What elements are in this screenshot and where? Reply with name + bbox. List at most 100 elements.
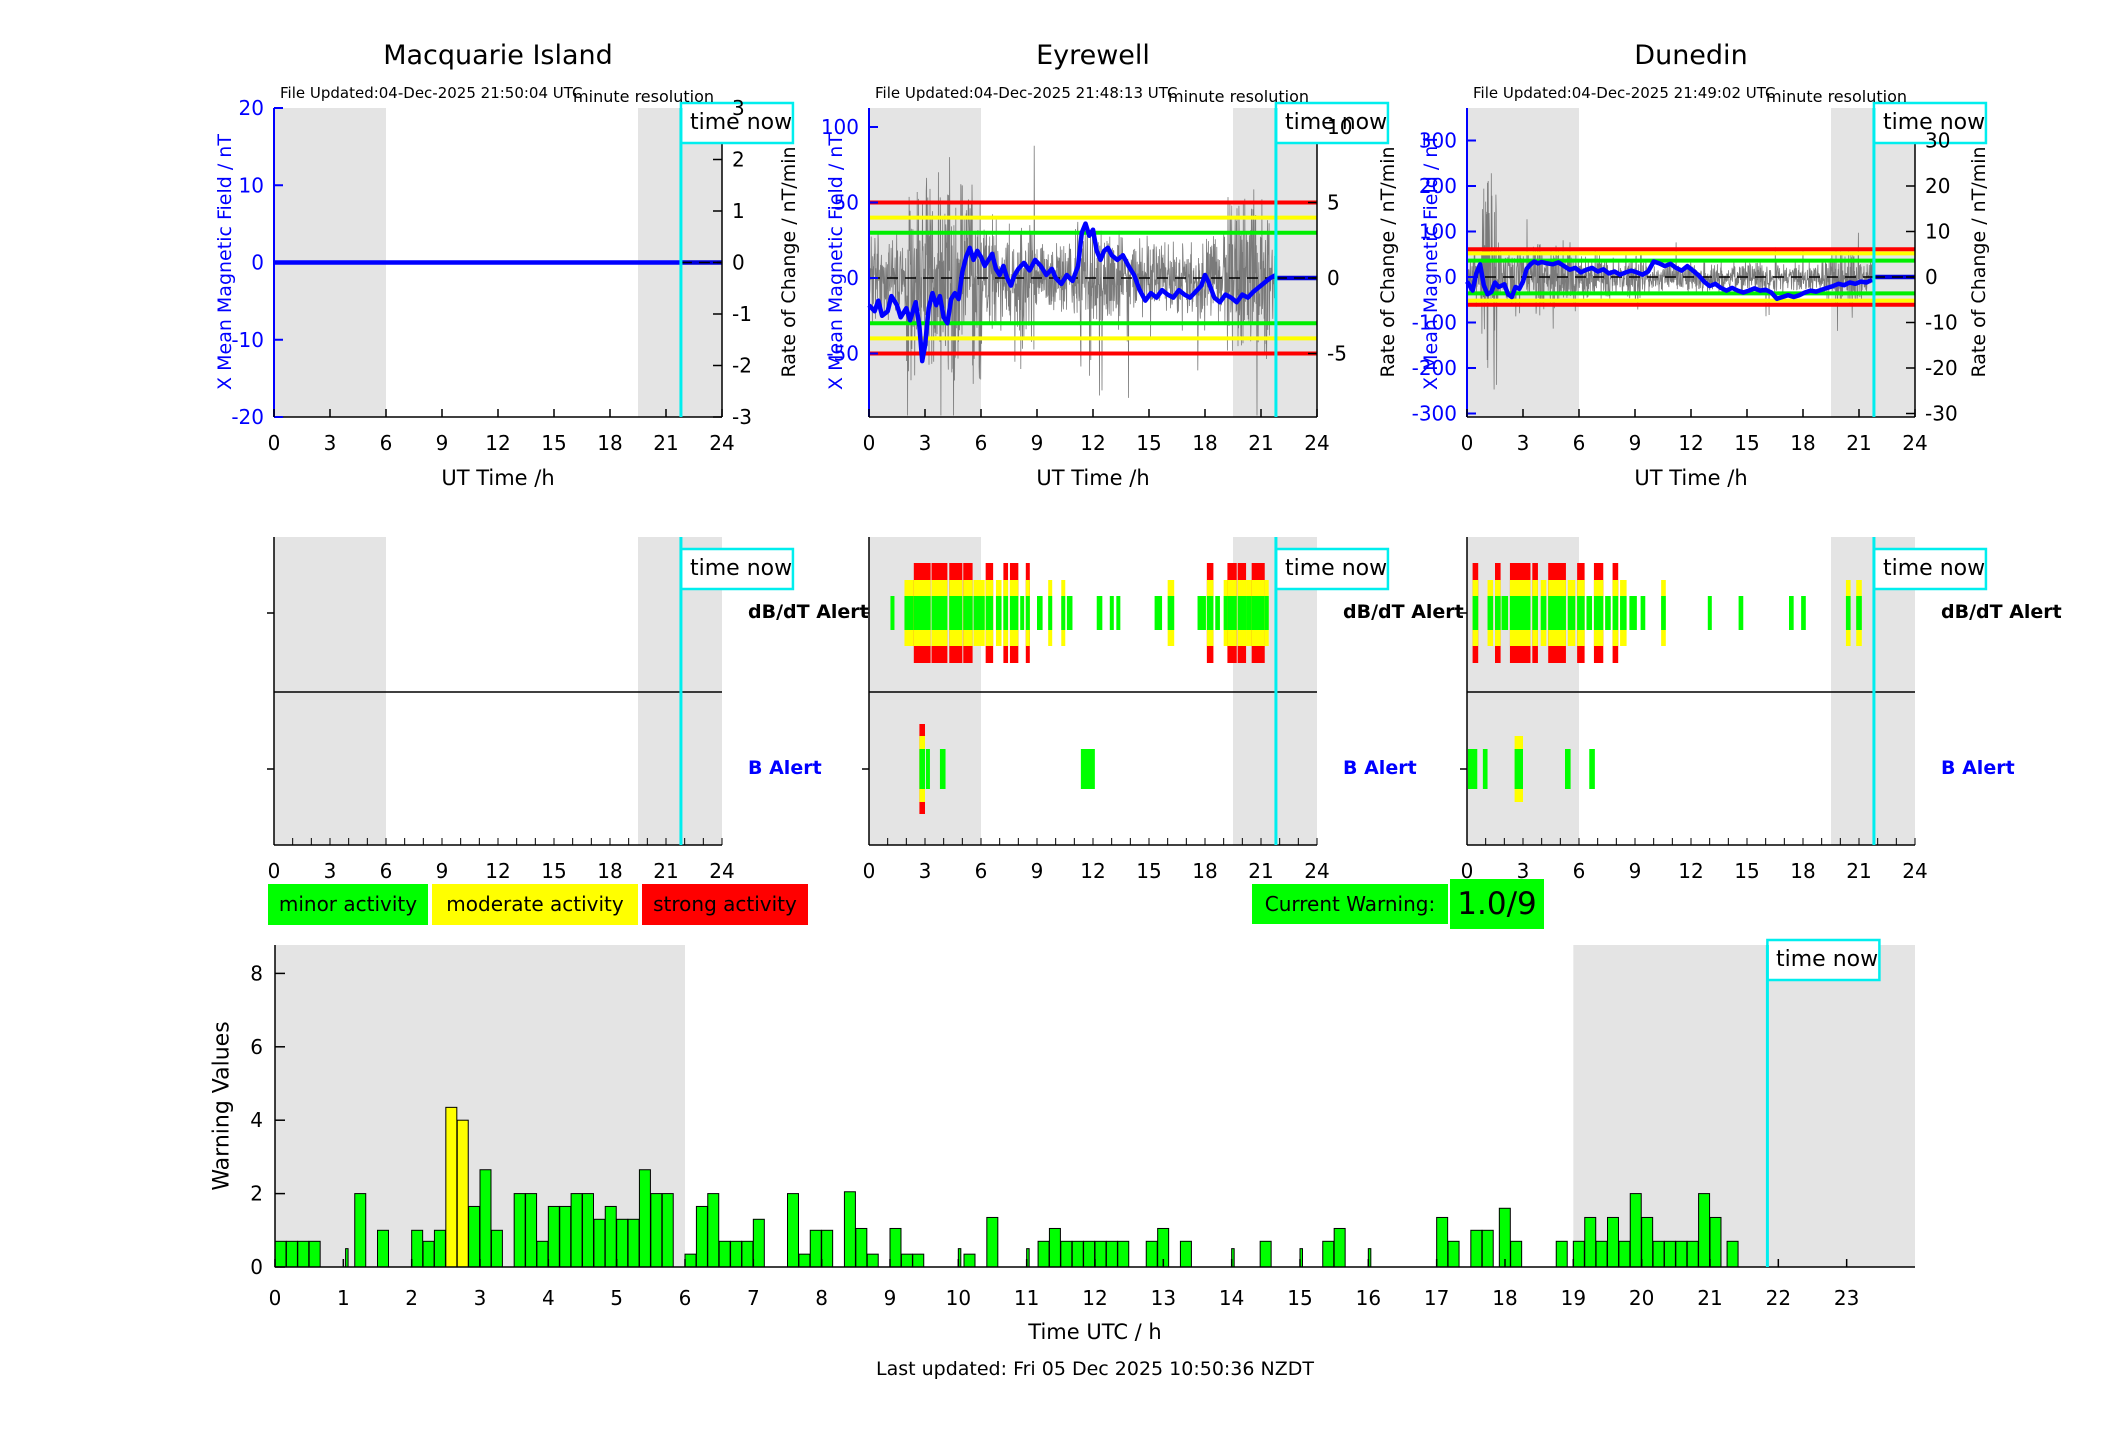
rate-of-change-noise-trace bbox=[1466, 173, 1874, 390]
svg-text:3: 3 bbox=[919, 859, 932, 883]
warning-value-bar bbox=[1145, 1240, 1158, 1268]
alert-bar-minor bbox=[1025, 596, 1030, 630]
resolution-note-eyrewell: minute resolution bbox=[1168, 87, 1309, 106]
svg-text:18: 18 bbox=[1790, 859, 1815, 883]
svg-text:-2: -2 bbox=[732, 354, 752, 378]
svg-text:-300: -300 bbox=[1412, 402, 1457, 426]
alert-bar-minor bbox=[1020, 596, 1025, 630]
alert-bar-minor bbox=[1540, 596, 1547, 630]
alert-bar-minor bbox=[1237, 596, 1247, 630]
warning-value-bar bbox=[752, 1218, 765, 1268]
alert-bar-minor bbox=[973, 596, 985, 630]
warning-value-bar bbox=[308, 1240, 321, 1268]
svg-text:0: 0 bbox=[1925, 265, 1938, 289]
alert-bar-minor bbox=[1066, 596, 1073, 630]
warning-value-bar bbox=[525, 1193, 538, 1268]
alert-bar-minor bbox=[1096, 596, 1103, 630]
warning-value-bar bbox=[1060, 1240, 1073, 1268]
alert-bar-minor bbox=[1487, 596, 1494, 630]
svg-text:2: 2 bbox=[732, 148, 745, 172]
alert-bar-minor bbox=[1845, 596, 1851, 630]
mean-field-series bbox=[867, 221, 1277, 364]
svg-text:15: 15 bbox=[1136, 431, 1161, 455]
warning-value-bar bbox=[1698, 1193, 1711, 1268]
alert-bar-minor bbox=[1567, 596, 1576, 630]
svg-text:17: 17 bbox=[1424, 1286, 1449, 1310]
warning-value-bar bbox=[1105, 1240, 1118, 1268]
svg-text:18: 18 bbox=[597, 431, 622, 455]
alert-bar-minor bbox=[1620, 596, 1627, 630]
alert-bar-minor bbox=[1116, 596, 1121, 630]
svg-text:21: 21 bbox=[653, 431, 678, 455]
svg-text:24: 24 bbox=[709, 859, 734, 883]
alert-bar-minor bbox=[904, 596, 914, 630]
warning-value-bar bbox=[1618, 1240, 1631, 1268]
svg-text:20: 20 bbox=[1629, 1286, 1654, 1310]
alert-bar-minor bbox=[1548, 596, 1566, 630]
warning-value-bar bbox=[1606, 1216, 1619, 1268]
svg-text:24: 24 bbox=[709, 431, 734, 455]
warning-value-bar bbox=[422, 1240, 435, 1268]
svg-text:8: 8 bbox=[250, 961, 263, 985]
svg-text:9: 9 bbox=[436, 859, 449, 883]
warning-value-bar bbox=[638, 1169, 651, 1268]
current-warning-label: Current Warning: bbox=[1252, 884, 1448, 924]
time-now-box-mid bbox=[1872, 547, 1988, 591]
warning-value-bar bbox=[354, 1193, 367, 1268]
svg-text:-100: -100 bbox=[1412, 311, 1457, 335]
svg-text:20: 20 bbox=[1925, 174, 1950, 198]
alert-bar-minor bbox=[1061, 596, 1066, 630]
alert-bar-minor bbox=[1048, 596, 1053, 630]
svg-text:20: 20 bbox=[239, 96, 264, 120]
svg-text:12: 12 bbox=[485, 859, 510, 883]
warning-value-bar bbox=[581, 1193, 594, 1268]
alert-bar-minor bbox=[1215, 596, 1220, 630]
svg-text:-20: -20 bbox=[231, 405, 264, 429]
svg-text:0: 0 bbox=[863, 859, 876, 883]
alert-bar-minor bbox=[1629, 596, 1637, 630]
alert-bar-minor bbox=[1509, 596, 1531, 630]
svg-text:0: 0 bbox=[250, 1255, 263, 1279]
svg-text:16: 16 bbox=[1356, 1286, 1381, 1310]
svg-text:8: 8 bbox=[815, 1286, 828, 1310]
svg-text:300: 300 bbox=[1419, 129, 1457, 153]
dbdt-alert-label-macquarie: dB/dT Alert bbox=[748, 601, 869, 623]
warning-value-bar bbox=[1510, 1240, 1523, 1268]
alert-bar-minor bbox=[949, 596, 963, 630]
svg-text:0: 0 bbox=[1461, 859, 1474, 883]
warning-value-bar bbox=[730, 1240, 743, 1268]
resolution-note-macquarie: minute resolution bbox=[573, 87, 714, 106]
svg-text:24: 24 bbox=[1902, 859, 1927, 883]
svg-text:100: 100 bbox=[821, 115, 859, 139]
warning-value-bar bbox=[1071, 1240, 1084, 1268]
station-title-macquarie: Macquarie Island bbox=[383, 40, 613, 71]
warning-value-bar bbox=[1470, 1229, 1483, 1268]
warning-value-bar bbox=[536, 1240, 549, 1268]
alert-bar-minor bbox=[1640, 596, 1646, 630]
svg-text:6: 6 bbox=[1573, 431, 1586, 455]
warning-value-bar bbox=[411, 1229, 424, 1268]
svg-text:6: 6 bbox=[250, 1035, 263, 1059]
warning-value-bar bbox=[900, 1253, 913, 1268]
svg-text:0: 0 bbox=[269, 1286, 282, 1310]
alert-bar-minor bbox=[1264, 596, 1269, 630]
alert-bar-minor bbox=[1789, 596, 1794, 630]
svg-text:0: 0 bbox=[863, 431, 876, 455]
alert-bar-minor bbox=[1251, 596, 1265, 630]
warning-value-bar bbox=[604, 1205, 617, 1268]
mean-field-series bbox=[1465, 259, 1874, 302]
svg-text:-10: -10 bbox=[1925, 311, 1958, 335]
svg-text:30: 30 bbox=[1925, 129, 1950, 153]
svg-text:10: 10 bbox=[1925, 220, 1950, 244]
svg-text:9: 9 bbox=[436, 431, 449, 455]
warning-value-bar bbox=[707, 1193, 720, 1268]
svg-text:21: 21 bbox=[1846, 859, 1871, 883]
time-now-label-top-eyrewell: time now bbox=[1285, 110, 1388, 135]
svg-text:24: 24 bbox=[1902, 431, 1927, 455]
svg-text:24: 24 bbox=[1304, 859, 1329, 883]
warning-value-bar bbox=[1629, 1193, 1642, 1268]
warning-value-bar bbox=[866, 1253, 879, 1268]
svg-text:12: 12 bbox=[1080, 431, 1105, 455]
xlabel-time-utc: Time UTC / h bbox=[1028, 1320, 1162, 1344]
